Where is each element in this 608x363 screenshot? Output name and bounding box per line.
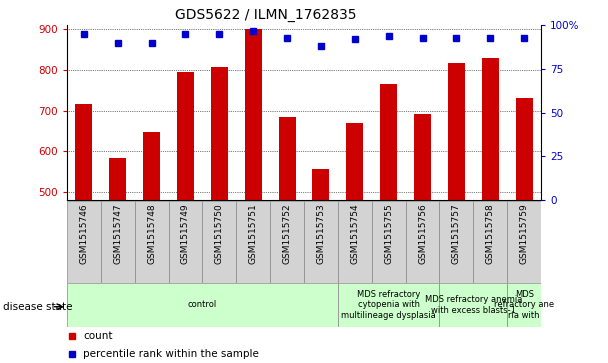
Bar	[109, 158, 126, 200]
Bar	[101, 201, 134, 283]
Bar	[177, 72, 194, 200]
Text: control: control	[188, 301, 217, 309]
Bar	[278, 117, 295, 200]
Bar	[371, 201, 406, 283]
Bar	[168, 201, 202, 283]
Bar	[474, 201, 507, 283]
Text: GSM1515747: GSM1515747	[113, 203, 122, 264]
Bar	[237, 201, 270, 283]
Text: disease state: disease state	[3, 302, 72, 312]
Bar	[67, 283, 338, 327]
Bar	[440, 201, 474, 283]
Bar	[270, 201, 304, 283]
Text: GSM1515750: GSM1515750	[215, 203, 224, 264]
Bar	[202, 201, 237, 283]
Text: MDS
refractory ane
ria with: MDS refractory ane ria with	[494, 290, 554, 320]
Text: GSM1515759: GSM1515759	[520, 203, 529, 264]
Bar	[244, 29, 261, 200]
Text: GSM1515755: GSM1515755	[384, 203, 393, 264]
Text: percentile rank within the sample: percentile rank within the sample	[83, 349, 260, 359]
Text: GSM1515746: GSM1515746	[79, 203, 88, 264]
Bar	[313, 169, 330, 200]
Bar	[134, 201, 168, 283]
Text: GSM1515753: GSM1515753	[316, 203, 325, 264]
Bar	[507, 201, 541, 283]
Text: GSM1515748: GSM1515748	[147, 203, 156, 264]
Bar	[75, 105, 92, 200]
Bar	[380, 84, 397, 200]
Bar	[516, 98, 533, 200]
Text: GSM1515749: GSM1515749	[181, 203, 190, 264]
Bar	[347, 123, 364, 200]
Bar	[338, 201, 371, 283]
Text: MDS refractory anemia
with excess blasts-1: MDS refractory anemia with excess blasts…	[424, 295, 522, 315]
Text: GSM1515756: GSM1515756	[418, 203, 427, 264]
Text: GSM1515758: GSM1515758	[486, 203, 495, 264]
Text: count: count	[83, 331, 113, 341]
Bar	[143, 131, 160, 200]
Bar	[338, 283, 440, 327]
Bar	[448, 63, 465, 200]
Bar	[304, 201, 338, 283]
Bar	[507, 283, 541, 327]
Bar	[406, 201, 440, 283]
Bar	[211, 67, 228, 200]
Text: GSM1515757: GSM1515757	[452, 203, 461, 264]
Bar	[440, 283, 507, 327]
Text: GSM1515751: GSM1515751	[249, 203, 258, 264]
Text: GSM1515752: GSM1515752	[283, 203, 292, 264]
Bar	[414, 114, 431, 200]
Bar	[482, 58, 499, 200]
Text: MDS refractory
cytopenia with
multilineage dysplasia: MDS refractory cytopenia with multilinea…	[341, 290, 436, 320]
Bar	[67, 201, 101, 283]
Title: GDS5622 / ILMN_1762835: GDS5622 / ILMN_1762835	[175, 8, 357, 22]
Text: GSM1515754: GSM1515754	[350, 203, 359, 264]
